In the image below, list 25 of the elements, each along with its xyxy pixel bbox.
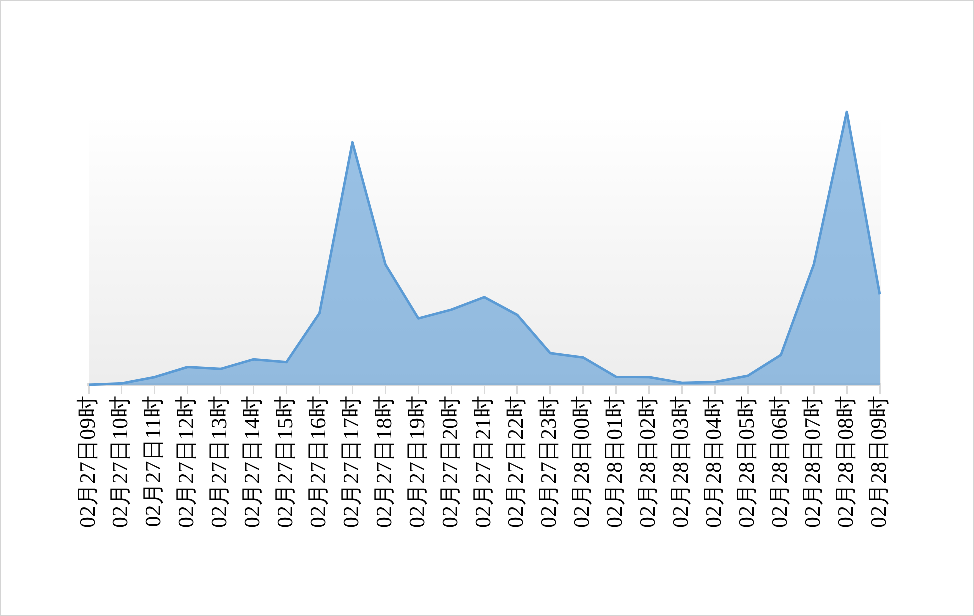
x-tick-label: 02月27日20时 [437, 396, 462, 528]
x-tick-label: 02月27日11时 [140, 396, 166, 528]
x-tick-label: 02月28日03时 [668, 396, 694, 528]
x-tick-label: 02月28日06时 [766, 396, 792, 528]
x-tick-label: 02月28日02时 [635, 396, 660, 528]
x-tick-label: 02月27日17时 [338, 396, 364, 528]
x-tick-label: 02月28日04时 [700, 396, 726, 528]
x-tick-label: 02月27日15时 [272, 396, 298, 528]
x-tick-label: 02月27日16时 [305, 396, 330, 528]
x-tick-label: 02月28日05时 [734, 396, 759, 528]
x-tick-label: 02月27日19时 [404, 396, 430, 528]
x-tick-label: 02月27日09时 [74, 396, 100, 528]
x-tick-label: 02月27日21时 [470, 396, 496, 528]
x-tick-label: 02月28日01时 [602, 396, 628, 528]
x-tick-label: 02月27日10时 [108, 396, 133, 528]
x-tick-label: 02月28日07时 [800, 396, 825, 528]
x-tick-label: 02月28日00时 [569, 396, 594, 528]
x-tick-label: 02月27日23时 [536, 396, 562, 528]
x-tick-label: 02月27日14时 [240, 396, 265, 528]
x-tick-label: 02月28日09时 [866, 396, 891, 528]
x-tick-label: 02月27日22时 [503, 396, 528, 528]
x-tick-label: 02月28日08时 [832, 396, 858, 528]
x-tick-label: 02月27日18时 [371, 396, 396, 528]
x-tick-label: 02月27日12时 [174, 396, 199, 528]
x-tick-label: 02月27日13时 [206, 396, 232, 528]
